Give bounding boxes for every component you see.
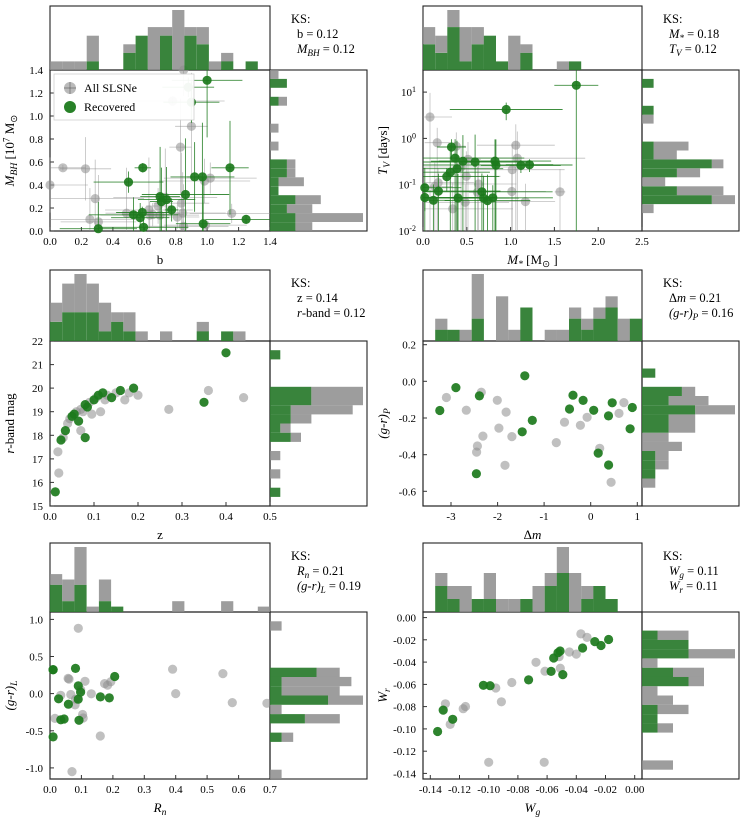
svg-text:-0.4: -0.4 — [399, 450, 417, 462]
svg-text:19: 19 — [32, 407, 44, 419]
svg-text:-1: -1 — [540, 511, 549, 523]
svg-text:0.5: 0.5 — [263, 511, 277, 523]
svg-text:Recovered: Recovered — [84, 100, 135, 114]
svg-text:b: b — [157, 252, 164, 267]
svg-text:0.8: 0.8 — [169, 236, 183, 248]
svg-text:17: 17 — [32, 454, 44, 466]
svg-text:-0.14: -0.14 — [393, 768, 416, 780]
svg-text:0.5: 0.5 — [29, 652, 43, 664]
svg-text:KS:: KS: — [663, 276, 682, 290]
svg-text:0.4: 0.4 — [106, 236, 120, 248]
svg-text:1.0: 1.0 — [29, 614, 43, 626]
svg-text:0.0: 0.0 — [43, 511, 57, 523]
svg-text:0.00: 0.00 — [625, 784, 645, 796]
svg-text:KS:: KS: — [663, 12, 682, 26]
svg-text:0.6: 0.6 — [29, 157, 43, 169]
svg-text:-0.10: -0.10 — [477, 784, 500, 796]
svg-text:-0.08: -0.08 — [393, 702, 416, 714]
svg-text:1.5: 1.5 — [548, 236, 562, 248]
svg-text:-0.2: -0.2 — [399, 413, 416, 425]
svg-text:0.7: 0.7 — [263, 784, 277, 796]
svg-text:1: 1 — [635, 511, 641, 523]
svg-text:z: z — [157, 527, 163, 542]
svg-text:0: 0 — [588, 511, 594, 523]
svg-text:0.3: 0.3 — [175, 511, 189, 523]
svg-text:0.5: 0.5 — [200, 784, 214, 796]
svg-text:0.0: 0.0 — [29, 226, 43, 238]
svg-text:0.4: 0.4 — [169, 784, 183, 796]
svg-text:1.2: 1.2 — [29, 88, 43, 100]
svg-text:0.2: 0.2 — [29, 203, 43, 215]
svg-text:-0.04: -0.04 — [393, 657, 416, 669]
svg-text:KS:: KS: — [663, 549, 682, 563]
svg-text:All SLSNe: All SLSNe — [84, 81, 137, 95]
svg-text:2.0: 2.0 — [591, 236, 605, 248]
svg-text:0.0: 0.0 — [43, 236, 57, 248]
svg-text:-0.02: -0.02 — [393, 635, 416, 647]
svg-text:20: 20 — [32, 383, 44, 395]
svg-text:-0.12: -0.12 — [393, 746, 416, 758]
svg-text:Wg = 0.11: Wg = 0.11 — [669, 564, 719, 580]
svg-text:0.2: 0.2 — [106, 784, 120, 796]
svg-text:z = 0.14: z = 0.14 — [297, 291, 338, 305]
svg-text:(g-r)P = 0.16: (g-r)P = 0.16 — [669, 306, 733, 322]
svg-text:18: 18 — [32, 430, 44, 442]
svg-text:0.5: 0.5 — [460, 236, 474, 248]
svg-text:-0.12: -0.12 — [448, 784, 471, 796]
svg-text:KS:: KS: — [291, 12, 310, 26]
svg-text:0.4: 0.4 — [219, 511, 233, 523]
svg-text:Δm: Δm — [524, 527, 542, 542]
svg-text:21: 21 — [32, 360, 43, 372]
svg-text:22: 22 — [32, 336, 43, 348]
svg-text:b = 0.12: b = 0.12 — [297, 27, 338, 41]
svg-text:1.4: 1.4 — [263, 236, 277, 248]
svg-text:r-band mag: r-band mag — [2, 393, 17, 454]
svg-text:0.6: 0.6 — [232, 784, 246, 796]
svg-text:-0.06: -0.06 — [393, 679, 416, 691]
svg-text:1.0: 1.0 — [504, 236, 518, 248]
svg-text:Wr = 0.11: Wr = 0.11 — [669, 579, 718, 595]
svg-text:-2: -2 — [493, 511, 502, 523]
svg-text:-0.02: -0.02 — [594, 784, 617, 796]
svg-text:0.0: 0.0 — [402, 376, 416, 388]
svg-text:MBH = 0.12: MBH = 0.12 — [296, 42, 355, 58]
svg-text:0.0: 0.0 — [29, 689, 43, 701]
svg-text:-0.04: -0.04 — [565, 784, 588, 796]
svg-text:0.2: 0.2 — [75, 236, 89, 248]
svg-text:0.6: 0.6 — [137, 236, 151, 248]
svg-text:0.2: 0.2 — [402, 340, 416, 352]
svg-text:16: 16 — [32, 477, 44, 489]
svg-text:0.3: 0.3 — [137, 784, 151, 796]
svg-text:0.00: 0.00 — [397, 613, 417, 625]
svg-text:-0.5: -0.5 — [26, 726, 44, 738]
svg-text:1.0: 1.0 — [29, 111, 43, 123]
svg-text:1.2: 1.2 — [232, 236, 246, 248]
svg-text:-0.14: -0.14 — [419, 784, 442, 796]
svg-text:Δm = 0.21: Δm = 0.21 — [669, 291, 721, 305]
svg-text:0.1: 0.1 — [75, 784, 89, 796]
svg-text:0.2: 0.2 — [131, 511, 145, 523]
svg-text:M* = 0.18: M* = 0.18 — [668, 27, 719, 43]
svg-text:-0.06: -0.06 — [536, 784, 559, 796]
svg-text:0.0: 0.0 — [43, 784, 57, 796]
svg-text:-3: -3 — [446, 511, 456, 523]
svg-text:0.8: 0.8 — [29, 134, 43, 146]
svg-text:-0.10: -0.10 — [393, 724, 416, 736]
svg-text:2.5: 2.5 — [635, 236, 649, 248]
svg-text:Rn = 0.21: Rn = 0.21 — [296, 564, 344, 580]
svg-text:-0.6: -0.6 — [399, 486, 417, 498]
svg-text:r-band = 0.12: r-band = 0.12 — [297, 306, 366, 320]
svg-text:15: 15 — [32, 501, 44, 513]
svg-text:-1.0: -1.0 — [26, 763, 44, 775]
svg-text:-0.08: -0.08 — [506, 784, 529, 796]
svg-text:1.4: 1.4 — [29, 65, 43, 77]
svg-text:1.0: 1.0 — [200, 236, 214, 248]
svg-text:0.4: 0.4 — [29, 180, 43, 192]
svg-text:0.1: 0.1 — [87, 511, 101, 523]
svg-text:KS:: KS: — [291, 276, 310, 290]
svg-text:(g-r)L = 0.19: (g-r)L = 0.19 — [297, 579, 361, 595]
svg-text:0.0: 0.0 — [416, 236, 430, 248]
svg-text:KS:: KS: — [291, 549, 310, 563]
